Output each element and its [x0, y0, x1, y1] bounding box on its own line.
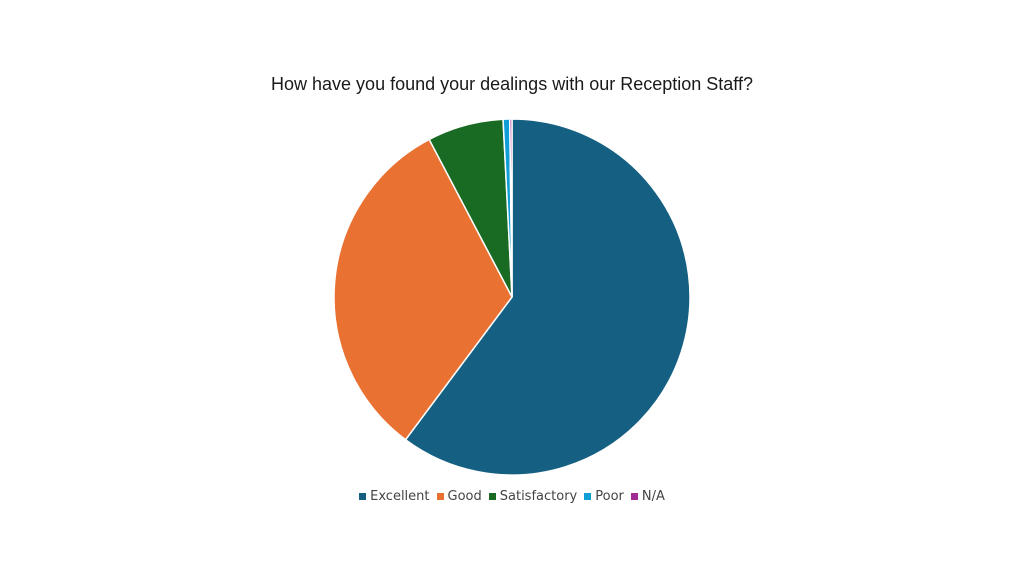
- legend-swatch-excellent: [359, 493, 367, 500]
- legend-item-n-a: N/A: [630, 489, 665, 504]
- legend-item-excellent: Excellent: [359, 489, 430, 504]
- legend-item-satisfactory: Satisfactory: [488, 489, 578, 504]
- pie-slice-n-a: [509, 118, 513, 298]
- chart-title: How have you found your dealings with ou…: [271, 74, 753, 94]
- legend-swatch-poor: [584, 493, 592, 500]
- legend-label-satisfactory: Satisfactory: [499, 489, 578, 504]
- pie-slice-good: [333, 138, 513, 441]
- legend-label-good: Good: [447, 489, 482, 504]
- pie-slice-excellent: [404, 118, 691, 476]
- chart-legend: Excellent Good Satisfactory Poor N/A: [0, 489, 1024, 504]
- legend-item-good: Good: [436, 489, 482, 504]
- legend-swatch-n-a: [630, 493, 638, 500]
- legend-swatch-good: [436, 493, 444, 500]
- legend-label-n-a: N/A: [641, 489, 665, 504]
- legend-label-excellent: Excellent: [370, 489, 430, 504]
- legend-swatch-satisfactory: [488, 493, 496, 500]
- legend-item-poor: Poor: [584, 489, 624, 504]
- legend-label-poor: Poor: [595, 489, 624, 504]
